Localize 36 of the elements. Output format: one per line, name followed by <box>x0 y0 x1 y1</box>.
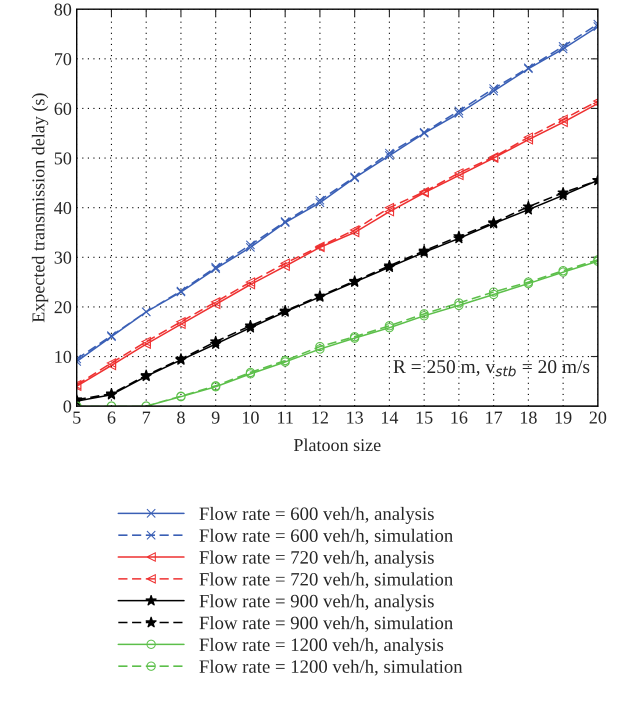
y-tick-label: 30 <box>54 252 72 264</box>
y-tick-label: 20 <box>54 301 72 314</box>
x-tick-label: 7 <box>142 412 150 424</box>
x-tick-label: 8 <box>177 412 185 424</box>
y-tick-label: 80 <box>54 3 72 16</box>
x-tick-label: 18 <box>520 412 537 424</box>
y-tick-label: 50 <box>54 152 72 165</box>
legend-label: Flow rate = 720 veh/h, simulation <box>199 572 453 588</box>
y-tick-label: 0 <box>64 400 72 413</box>
legend-label: Flow rate = 900 veh/h, analysis <box>199 594 434 612</box>
x-tick-label: 6 <box>108 412 116 424</box>
x-tick-label: 17 <box>486 412 502 424</box>
x-tick-label: 19 <box>556 412 572 424</box>
x-tick-label: 16 <box>451 412 468 424</box>
x-tick-label: 11 <box>278 412 293 424</box>
x-tick-label: 20 <box>590 412 606 424</box>
legend-label: Flow rate = 720 veh/h, analysis <box>199 550 434 568</box>
x-tick-label: 14 <box>382 412 398 424</box>
legend-label: Flow rate = 1200 veh/h, analysis <box>199 638 444 655</box>
x-tick-label: 10 <box>242 412 259 424</box>
x-tick-label: 12 <box>312 412 328 424</box>
legend-label: Flow rate = 900 veh/h, simulation <box>199 616 453 632</box>
x-axis-title: Platoon size <box>294 438 381 452</box>
legend-label: Flow rate = 1200 veh/h, simulation <box>199 660 462 676</box>
x-tick-label: 5 <box>73 412 81 424</box>
y-tick-label: 70 <box>54 53 72 66</box>
x-tick-label: 13 <box>347 412 363 424</box>
y-tick-label: 10 <box>55 350 72 363</box>
annotation: R = 250 m, v$_{stb}$ = 20 m/s <box>393 360 590 376</box>
y-tick-label: 40 <box>54 202 72 214</box>
x-tick-label: 9 <box>212 412 220 424</box>
y-axis-title: Expected transmission delay (s) <box>32 93 48 322</box>
x-tick-label: 15 <box>416 412 432 424</box>
y-tick-label: 60 <box>54 102 72 115</box>
legend-label: Flow rate = 600 veh/h, analysis <box>199 506 434 524</box>
legend-label: Flow rate = 600 veh/h, simulation <box>199 528 453 545</box>
